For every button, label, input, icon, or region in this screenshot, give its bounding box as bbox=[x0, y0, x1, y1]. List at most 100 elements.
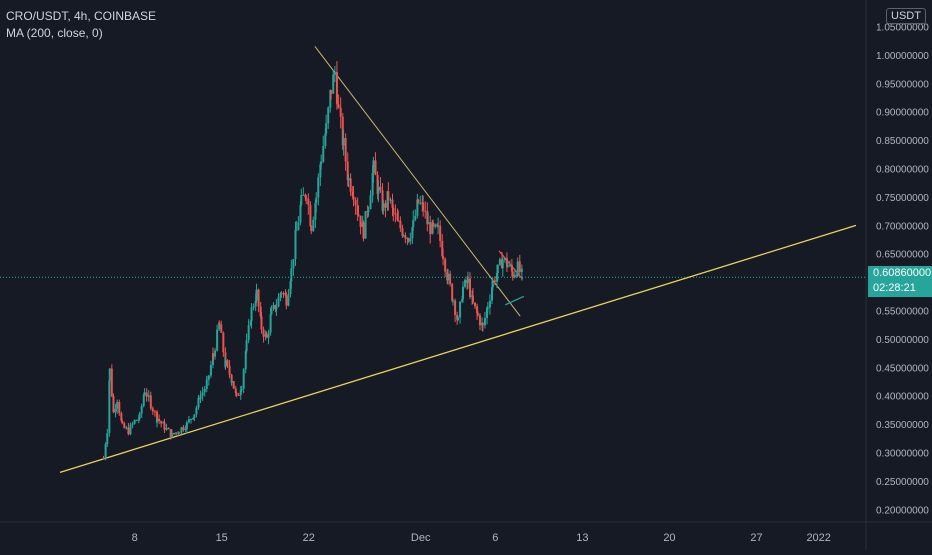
candle bbox=[498, 257, 501, 266]
candle bbox=[290, 259, 293, 289]
candle bbox=[280, 291, 283, 298]
time-tick-label: 6 bbox=[492, 532, 498, 544]
candle bbox=[147, 390, 150, 402]
candle bbox=[481, 322, 484, 332]
candle bbox=[518, 254, 521, 275]
price-tick-label: 0.90000000 bbox=[876, 108, 929, 119]
candle bbox=[349, 173, 352, 196]
candle bbox=[459, 301, 462, 324]
candle bbox=[422, 195, 425, 217]
candle bbox=[153, 410, 156, 417]
descending-resistance-line[interactable] bbox=[314, 46, 521, 317]
candle bbox=[125, 425, 128, 430]
candle bbox=[224, 356, 227, 370]
time-axis[interactable]: 8 15 22 Dec 6 13 20 27 2022 bbox=[0, 521, 932, 544]
price-tick-label: 0.65000000 bbox=[876, 250, 929, 261]
candle bbox=[143, 388, 146, 396]
currency-badge[interactable]: USDT bbox=[886, 8, 926, 24]
candle bbox=[289, 278, 292, 298]
candle bbox=[205, 375, 208, 387]
candle bbox=[354, 197, 357, 215]
candle bbox=[431, 219, 434, 235]
candle bbox=[473, 302, 476, 310]
candle bbox=[396, 208, 399, 221]
candle bbox=[140, 403, 143, 418]
candle bbox=[359, 215, 362, 235]
candle bbox=[133, 419, 136, 425]
time-tick-label: 22 bbox=[303, 532, 315, 544]
candle bbox=[272, 302, 275, 311]
symbol-title[interactable]: CRO/USDT, 4h, COINBASE bbox=[6, 9, 157, 23]
candle bbox=[169, 429, 172, 440]
candle bbox=[364, 210, 367, 239]
candle bbox=[211, 347, 214, 362]
candle bbox=[339, 97, 342, 129]
candle bbox=[240, 385, 243, 392]
candle bbox=[520, 264, 523, 281]
time-tick-label: 15 bbox=[216, 532, 228, 544]
candle bbox=[294, 221, 297, 266]
candle bbox=[201, 386, 204, 401]
candle bbox=[299, 201, 302, 226]
candle bbox=[315, 192, 318, 213]
candle bbox=[247, 319, 250, 344]
candle bbox=[199, 390, 202, 403]
price-tick-label: 0.30000000 bbox=[876, 449, 929, 460]
candle bbox=[255, 283, 258, 303]
candle bbox=[242, 367, 245, 394]
ascending-support-line[interactable] bbox=[59, 224, 857, 474]
candle bbox=[216, 324, 219, 352]
candle bbox=[394, 204, 397, 223]
candle bbox=[424, 201, 427, 219]
candle bbox=[182, 424, 185, 432]
candle bbox=[177, 431, 180, 437]
candle bbox=[312, 216, 315, 232]
small-ascending-line[interactable] bbox=[504, 295, 525, 306]
candle bbox=[483, 311, 486, 329]
candle bbox=[319, 161, 322, 187]
candle bbox=[387, 182, 390, 211]
candle bbox=[192, 417, 195, 420]
candle bbox=[112, 393, 115, 414]
candle bbox=[491, 278, 494, 291]
candle bbox=[170, 428, 173, 438]
candle bbox=[232, 380, 235, 389]
candle bbox=[437, 217, 440, 235]
candle bbox=[307, 193, 310, 215]
candle bbox=[357, 205, 360, 217]
time-tick-label: 8 bbox=[132, 532, 138, 544]
candle bbox=[409, 232, 412, 245]
candle bbox=[478, 313, 481, 331]
candle bbox=[184, 425, 187, 432]
price-tick-label: 0.80000000 bbox=[876, 165, 929, 176]
candle bbox=[447, 268, 450, 285]
candle bbox=[145, 388, 148, 402]
time-tick-label: 2022 bbox=[806, 532, 830, 544]
candle bbox=[322, 135, 325, 163]
candle bbox=[270, 305, 273, 316]
candle bbox=[352, 186, 355, 207]
small-descending-line[interactable] bbox=[498, 250, 524, 280]
candle bbox=[149, 400, 152, 411]
candle bbox=[284, 289, 287, 297]
candle bbox=[277, 293, 280, 308]
price-tick-label: 0.75000000 bbox=[876, 193, 929, 204]
candle bbox=[214, 348, 217, 360]
price-tick-label: 1.00000000 bbox=[876, 51, 929, 62]
candle bbox=[469, 272, 472, 300]
candle bbox=[496, 264, 499, 281]
candle bbox=[120, 411, 123, 422]
candle bbox=[327, 106, 330, 129]
indicator-label[interactable]: MA (200, close, 0) bbox=[6, 26, 103, 40]
candle bbox=[486, 301, 489, 313]
candle bbox=[222, 331, 225, 357]
price-tick-label: 0.95000000 bbox=[876, 79, 929, 90]
candle bbox=[372, 156, 375, 183]
candle bbox=[508, 260, 511, 268]
candle bbox=[397, 210, 400, 222]
time-tick-label: 13 bbox=[576, 532, 588, 544]
candle bbox=[344, 133, 347, 171]
candle bbox=[245, 333, 248, 354]
